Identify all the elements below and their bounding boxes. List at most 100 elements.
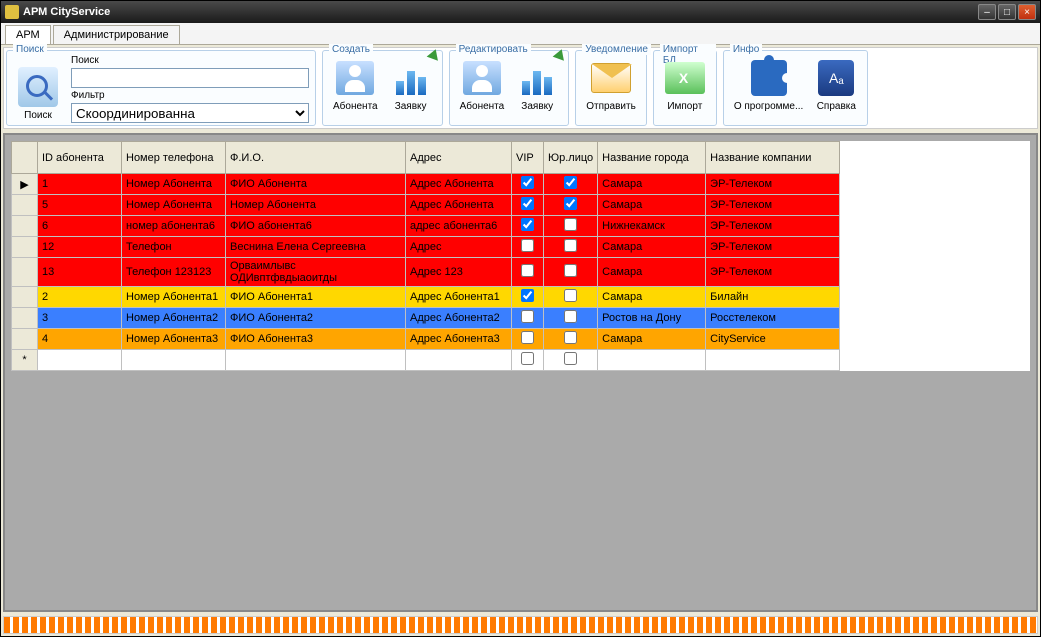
cell-city[interactable]: Самара [598, 195, 706, 216]
cell-fio[interactable]: ФИО Абонента2 [226, 308, 406, 329]
table-row[interactable]: 5Номер АбонентаНомер АбонентаАдрес Абоне… [12, 195, 840, 216]
vip-checkbox[interactable] [521, 218, 534, 231]
search-button[interactable]: Поиск [24, 110, 52, 121]
cell-phone[interactable]: Номер Абонента2 [122, 308, 226, 329]
filter-select[interactable]: Скоординированна [71, 103, 309, 123]
cell-vip[interactable] [512, 308, 544, 329]
cell-company[interactable]: ЭР-Телеком [706, 195, 840, 216]
cell-id[interactable]: 6 [38, 216, 122, 237]
new-row[interactable]: * [12, 350, 840, 371]
cell-city[interactable]: Нижнекамск [598, 216, 706, 237]
cell-phone[interactable]: Телефон 123123 [122, 258, 226, 287]
create-abonent-button[interactable]: Абонента [329, 55, 382, 114]
cell-vip[interactable] [512, 216, 544, 237]
cell-company[interactable]: Росстелеком [706, 308, 840, 329]
cell-vip[interactable] [512, 174, 544, 195]
vip-checkbox[interactable] [521, 197, 534, 210]
legal-checkbox[interactable] [564, 197, 577, 210]
legal-checkbox[interactable] [564, 352, 577, 365]
table-row[interactable]: 13Телефон 123123Орваимлывс ОДИвптфвдыаои… [12, 258, 840, 287]
vip-checkbox[interactable] [521, 264, 534, 277]
vip-checkbox[interactable] [521, 310, 534, 323]
vip-checkbox[interactable] [521, 289, 534, 302]
data-grid[interactable]: ID абонента Номер телефона Ф.И.О. Адрес … [11, 141, 840, 371]
cell-city[interactable]: Ростов на Дону [598, 308, 706, 329]
cell-city[interactable]: Самара [598, 174, 706, 195]
cell-legal[interactable] [544, 216, 598, 237]
table-row[interactable]: 6номер абонента6ФИО абонента6адрес абоне… [12, 216, 840, 237]
cell-vip[interactable] [512, 329, 544, 350]
cell-phone[interactable]: Номер Абонента1 [122, 287, 226, 308]
vip-checkbox[interactable] [521, 176, 534, 189]
legal-checkbox[interactable] [564, 264, 577, 277]
tab-arm[interactable]: АРМ [5, 25, 51, 44]
cell-phone[interactable]: Номер Абонента [122, 195, 226, 216]
cell-city[interactable]: Самара [598, 237, 706, 258]
cell-fio[interactable]: Номер Абонента [226, 195, 406, 216]
maximize-button[interactable]: □ [998, 4, 1016, 20]
col-fio[interactable]: Ф.И.О. [226, 142, 406, 174]
cell-legal[interactable] [544, 174, 598, 195]
cell-fio[interactable]: ФИО Абонента [226, 174, 406, 195]
cell-vip[interactable] [512, 258, 544, 287]
cell-addr[interactable]: Адрес Абонента [406, 195, 512, 216]
cell-legal[interactable] [544, 195, 598, 216]
cell-legal[interactable] [544, 287, 598, 308]
cell-id[interactable]: 5 [38, 195, 122, 216]
cell-addr[interactable]: Адрес Абонента2 [406, 308, 512, 329]
col-vip[interactable]: VIP [512, 142, 544, 174]
cell-legal[interactable] [544, 329, 598, 350]
import-button[interactable]: Импорт [660, 55, 710, 114]
cell-legal[interactable] [544, 258, 598, 287]
edit-abonent-button[interactable]: Абонента [456, 55, 509, 114]
cell-fio[interactable]: ФИО абонента6 [226, 216, 406, 237]
minimize-button[interactable]: – [978, 4, 996, 20]
col-addr[interactable]: Адрес [406, 142, 512, 174]
cell-id[interactable]: 3 [38, 308, 122, 329]
cell-vip[interactable] [512, 195, 544, 216]
cell-addr[interactable]: адрес абонента6 [406, 216, 512, 237]
cell-fio[interactable]: Веснина Елена Сергеевна [226, 237, 406, 258]
legal-checkbox[interactable] [564, 176, 577, 189]
cell-fio[interactable]: Орваимлывс ОДИвптфвдыаоитды [226, 258, 406, 287]
cell-fio[interactable]: ФИО Абонента1 [226, 287, 406, 308]
legal-checkbox[interactable] [564, 239, 577, 252]
cell-company[interactable]: Билайн [706, 287, 840, 308]
legal-checkbox[interactable] [564, 310, 577, 323]
col-city[interactable]: Название города [598, 142, 706, 174]
create-request-button[interactable]: Заявку [386, 55, 436, 114]
cell-phone[interactable]: Номер Абонента [122, 174, 226, 195]
about-button[interactable]: О прогромме... [730, 55, 808, 114]
cell-vip[interactable] [512, 287, 544, 308]
cell-addr[interactable]: Адрес 123 [406, 258, 512, 287]
vip-checkbox[interactable] [521, 352, 534, 365]
cell-company[interactable]: ЭР-Телеком [706, 216, 840, 237]
cell-company[interactable]: ЭР-Телеком [706, 174, 840, 195]
cell-city[interactable]: Самара [598, 329, 706, 350]
cell-addr[interactable]: Адрес Абонента1 [406, 287, 512, 308]
cell-company[interactable]: CityService [706, 329, 840, 350]
cell-legal[interactable] [544, 237, 598, 258]
col-phone[interactable]: Номер телефона [122, 142, 226, 174]
edit-request-button[interactable]: Заявку [512, 55, 562, 114]
cell-city[interactable]: Самара [598, 287, 706, 308]
table-row[interactable]: 2Номер Абонента1ФИО Абонента1Адрес Абоне… [12, 287, 840, 308]
cell-id[interactable]: 2 [38, 287, 122, 308]
cell-id[interactable]: 1 [38, 174, 122, 195]
cell-phone[interactable]: Телефон [122, 237, 226, 258]
cell-id[interactable]: 13 [38, 258, 122, 287]
legal-checkbox[interactable] [564, 331, 577, 344]
cell-addr[interactable]: Адрес [406, 237, 512, 258]
vip-checkbox[interactable] [521, 239, 534, 252]
cell-id[interactable]: 12 [38, 237, 122, 258]
table-row[interactable]: 12ТелефонВеснина Елена СергеевнаАдрес Сам… [12, 237, 840, 258]
tab-admin[interactable]: Администрирование [53, 25, 180, 44]
close-button[interactable]: × [1018, 4, 1036, 20]
table-row[interactable]: ▶1Номер АбонентаФИО АбонентаАдрес Абонен… [12, 174, 840, 195]
cell-phone[interactable]: Номер Абонента3 [122, 329, 226, 350]
cell-company[interactable]: ЭР-Телеком [706, 258, 840, 287]
col-company[interactable]: Название компании [706, 142, 840, 174]
vip-checkbox[interactable] [521, 331, 534, 344]
cell-addr[interactable]: Адрес Абонента [406, 174, 512, 195]
cell-legal[interactable] [544, 308, 598, 329]
